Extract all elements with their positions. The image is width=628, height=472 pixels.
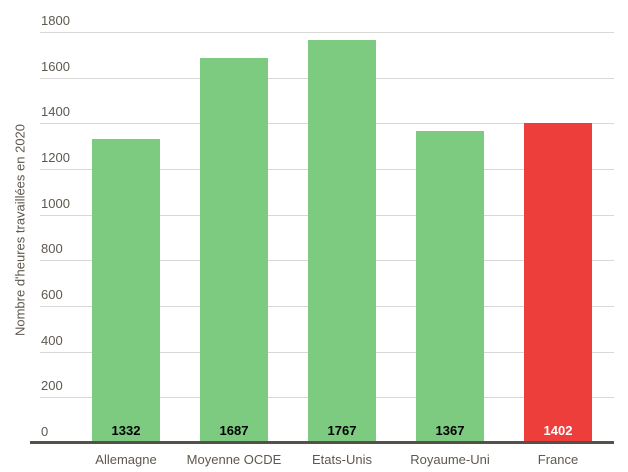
y-tick-label: 1800: [41, 13, 70, 28]
bar-Moyenne OCDE: 1687: [200, 58, 268, 443]
x-category-label: Allemagne: [95, 452, 157, 467]
bar-Royaume-Uni: 1367: [416, 131, 484, 443]
x-category-label: Moyenne OCDE: [186, 452, 282, 467]
x-category-label: France: [537, 452, 579, 467]
x-axis-line: [30, 441, 614, 444]
y-tick-label: 600: [41, 287, 63, 302]
bar-value-label: 1367: [435, 423, 465, 438]
bar-value-label: 1687: [219, 423, 249, 438]
x-category-label: Royaume-Uni: [410, 452, 490, 467]
y-tick-label: 400: [41, 333, 63, 348]
y-tick-label: 1400: [41, 104, 70, 119]
bar-Allemagne: 1332: [92, 139, 160, 443]
y-tick-label: 1000: [41, 196, 70, 211]
bar-value-label: 1402: [543, 423, 573, 438]
y-tick-label: 1600: [41, 59, 70, 74]
bar-value-label: 1767: [327, 423, 357, 438]
bar-Etats-Unis: 1767: [308, 40, 376, 443]
bar-France: 1402: [524, 123, 592, 443]
y-gridline: [40, 32, 614, 33]
y-tick-label: 200: [41, 378, 63, 393]
bar-value-label: 1332: [111, 423, 141, 438]
y-tick-label: 0: [41, 424, 49, 439]
y-tick-label: 1200: [41, 150, 70, 165]
y-axis-title: Nombre d'heures travaillées en 2020: [12, 123, 28, 337]
y-tick-label: 800: [41, 241, 63, 256]
x-category-label: Etats-Unis: [312, 452, 372, 467]
